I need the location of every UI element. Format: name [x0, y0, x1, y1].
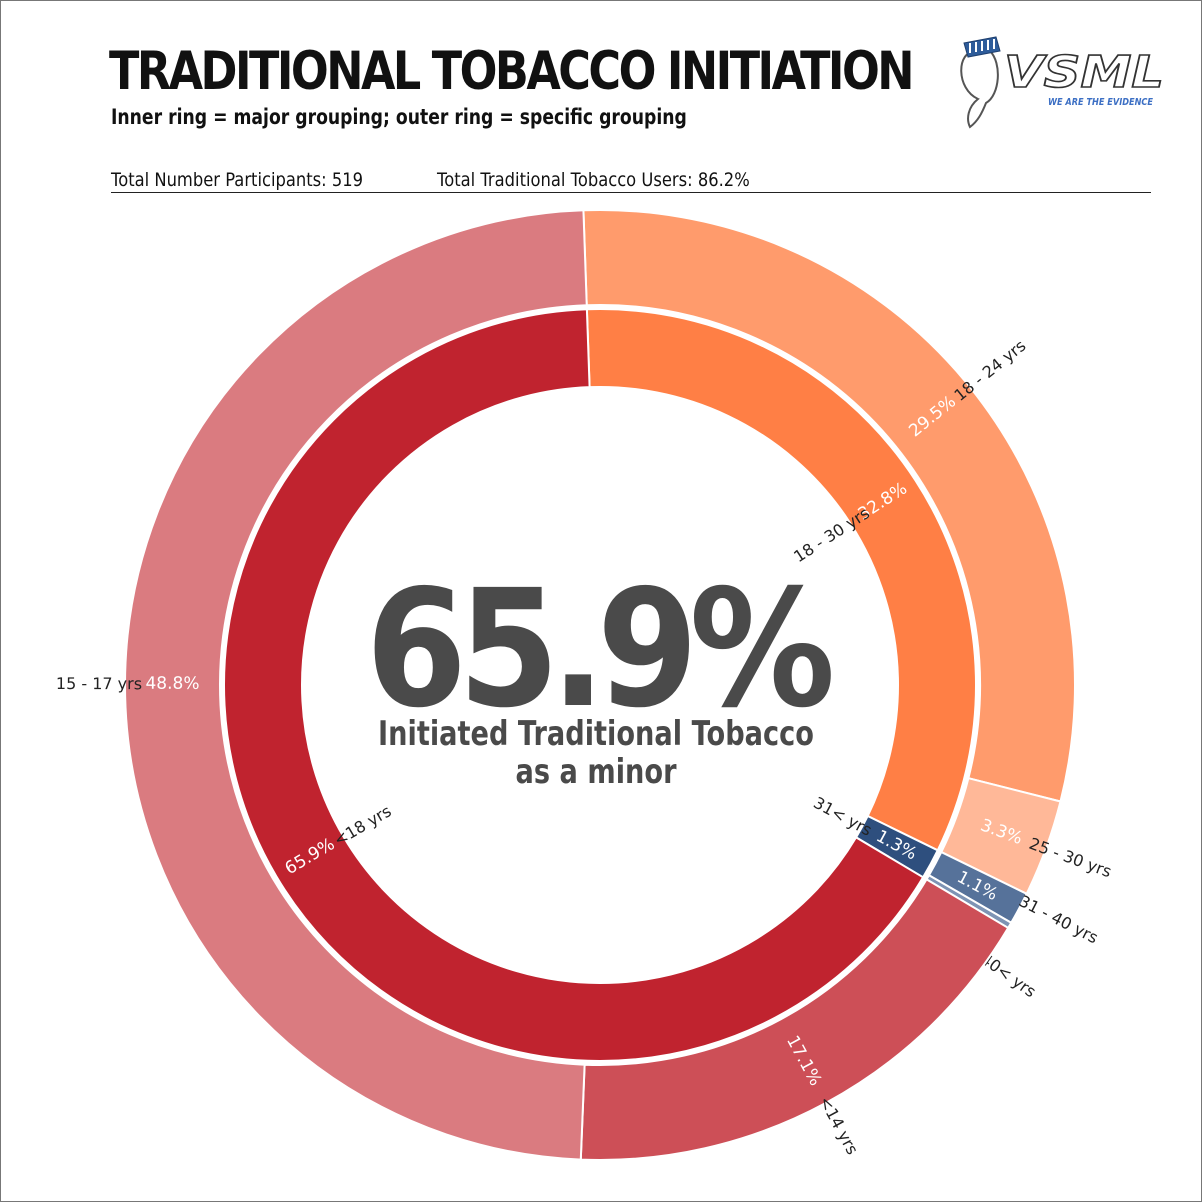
page-title: TRADITIONAL TOBACCO INITIATION — [109, 41, 915, 102]
inner-category-label-18-yrs: <18 yrs — [330, 801, 394, 850]
center-caption: Initiated Traditional Tobacco as a minor — [360, 715, 832, 791]
center-caption-line1: Initiated Traditional Tobacco — [378, 714, 814, 754]
total-users: Total Traditional Tobacco Users: 86.2% — [437, 169, 750, 191]
outer-category-label-18-24-yrs: 18 - 24 yrs — [950, 336, 1029, 405]
outer-category-label-31-40-yrs: 31 - 40 yrs — [1016, 891, 1101, 947]
inner-slice-18-yrs — [223, 308, 925, 1062]
outer-value-label-15-17-yrs: 48.8% — [145, 674, 199, 694]
page-subtitle: Inner ring = major grouping; outer ring … — [111, 105, 687, 129]
header-divider — [111, 192, 1151, 193]
total-participants: Total Number Participants: 519 — [111, 169, 364, 191]
center-value: 65.9% — [365, 556, 836, 744]
outer-category-label-14-yrs: <14 yrs — [815, 1093, 862, 1158]
vsml-logo: VSML WE ARE THE EVIDENCE — [960, 36, 1165, 129]
inner-category-label-31-yrs: 31< yrs — [810, 793, 875, 840]
logo-text: VSML — [1004, 47, 1164, 98]
outer-slice-15-17-yrs — [124, 209, 588, 1161]
ribbon-icon — [960, 50, 999, 129]
logo-tagline: WE ARE THE EVIDENCE — [1048, 97, 1153, 108]
outer-slice-18-24-yrs — [582, 209, 1076, 803]
inner-slice-18-30-yrs — [585, 308, 977, 852]
center-caption-line2: as a minor — [515, 752, 677, 792]
outer-category-label-15-17-yrs: 15 - 17 yrs — [56, 674, 142, 693]
